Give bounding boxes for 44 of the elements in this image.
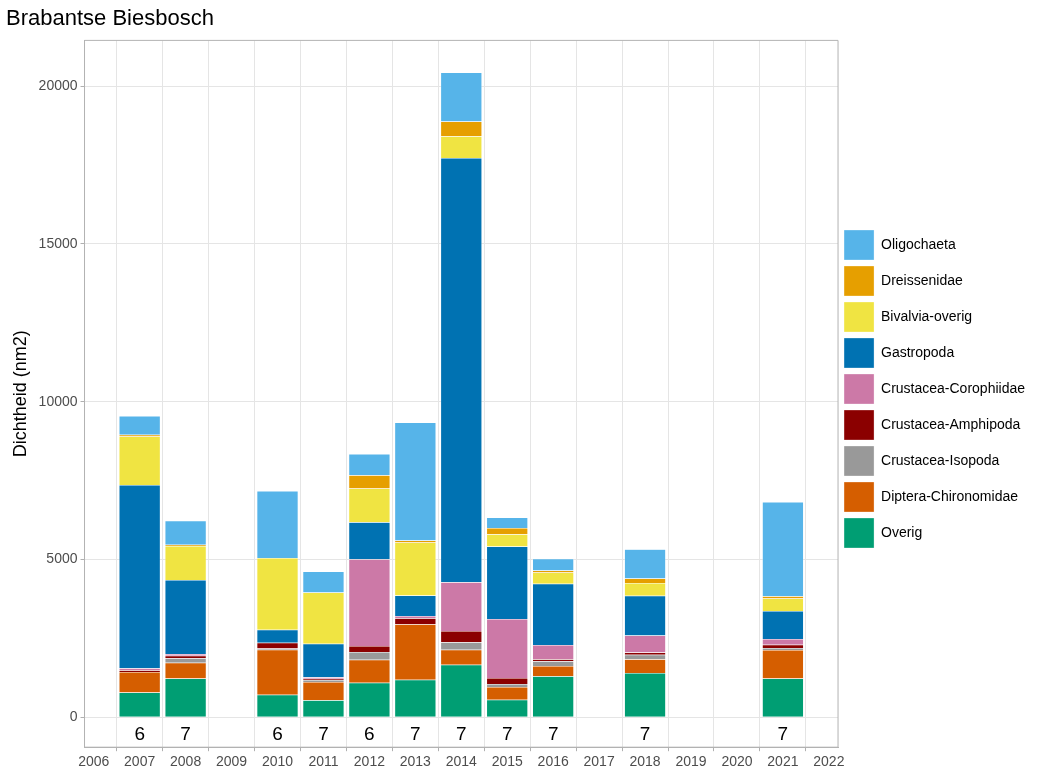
y-tick-label: 20000 [38, 77, 78, 94]
y-axis-title: Dichtheid (nm2) [9, 330, 30, 458]
y-tick-label: 10000 [38, 392, 78, 409]
annotation: 7 [639, 723, 651, 745]
legend-label: Overig [881, 523, 923, 540]
y-tick-label: 0 [69, 708, 78, 725]
legend-label: Gastropoda [881, 343, 955, 360]
legend-label: Diptera-Chironomidae [881, 487, 1019, 504]
legend-label: Bivalvia-overig [881, 307, 973, 324]
annotation: 7 [410, 723, 421, 745]
x-tick-label: 2006 [78, 753, 110, 770]
annotation: 7 [501, 723, 513, 745]
x-tick-label: 2014 [445, 753, 478, 770]
legend-label: Oligochaeta [881, 235, 956, 252]
y-tick-label: 5000 [46, 550, 78, 567]
x-tick-label: 2008 [170, 753, 202, 770]
x-tick-label: 2011 [308, 753, 339, 770]
x-tick-label: 2009 [215, 753, 248, 770]
x-tick-label: 2020 [721, 753, 753, 770]
annotation: 7 [318, 723, 329, 745]
annotation: 6 [272, 723, 283, 745]
annotation: 6 [364, 723, 375, 745]
x-tick-label: 2015 [491, 753, 524, 770]
legend-label: Crustacea-Amphipoda [881, 415, 1021, 432]
annotation: 7 [455, 723, 467, 745]
x-tick-label: 2019 [675, 753, 707, 770]
annotation: 7 [547, 723, 559, 745]
x-tick-label: 2021 [767, 753, 799, 770]
x-tick-label: 2018 [629, 753, 661, 770]
annotation: 7 [777, 723, 789, 745]
x-tick-label: 2022 [813, 753, 845, 770]
x-tick-label: 2013 [399, 753, 432, 770]
legend-label: Crustacea-Isopoda [881, 451, 1000, 468]
x-tick-label: 2012 [353, 753, 386, 770]
chart-title: Brabantse Biesbosch [6, 5, 214, 31]
legend-label: Crustacea-Corophiidae [881, 379, 1026, 396]
annotation: 6 [134, 723, 145, 745]
y-tick-label: 15000 [38, 234, 78, 251]
x-tick-label: 2007 [124, 753, 156, 770]
annotation: 7 [180, 723, 191, 745]
x-tick-label: 2017 [583, 753, 615, 770]
x-tick-label: 2010 [261, 753, 294, 770]
legend-label: Dreissenidae [881, 271, 963, 288]
x-tick-label: 2016 [537, 753, 569, 770]
